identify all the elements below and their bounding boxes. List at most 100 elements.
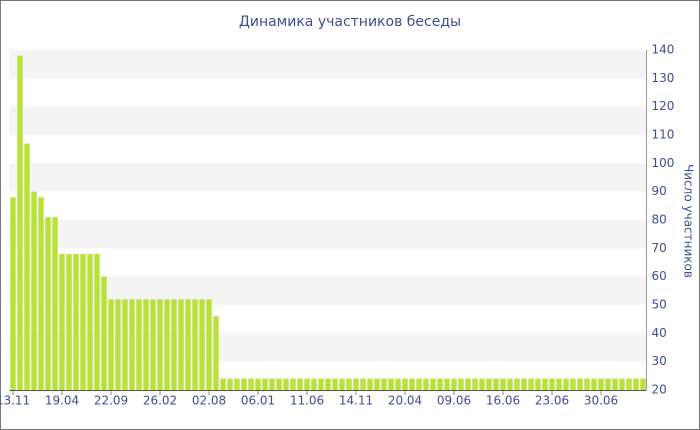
bar [570, 378, 576, 390]
bar [59, 254, 65, 390]
x-tick-label: 23.06 [535, 394, 569, 408]
bar [290, 378, 296, 390]
bar [640, 378, 646, 390]
bar [423, 378, 429, 390]
grid-band [9, 106, 647, 135]
bar [633, 378, 639, 390]
bar [157, 299, 163, 390]
y-tick-label: 100 [652, 156, 675, 170]
bar [241, 378, 247, 390]
x-tick-label: 14.11 [339, 394, 373, 408]
bar [66, 254, 72, 390]
x-tick-label: 22.09 [94, 394, 128, 408]
bar [353, 378, 359, 390]
bar [45, 217, 51, 390]
bar [430, 378, 436, 390]
bar [577, 378, 583, 390]
x-tick-label: 13.11 [0, 394, 30, 408]
bar [318, 378, 324, 390]
bar [94, 254, 100, 390]
y-tick-label: 80 [652, 213, 667, 227]
bar [584, 378, 590, 390]
y-tick-label: 120 [652, 99, 675, 113]
bar [101, 276, 107, 390]
bar [276, 378, 282, 390]
bar [486, 378, 492, 390]
bar [24, 143, 30, 390]
bar [248, 378, 254, 390]
x-tick-label: 20.04 [388, 394, 422, 408]
bar [332, 378, 338, 390]
bar [500, 378, 506, 390]
x-tick-label: 11.06 [290, 394, 324, 408]
chart-title: Динамика участников беседы [239, 14, 461, 30]
bar [360, 378, 366, 390]
bar [374, 378, 380, 390]
bar [339, 378, 345, 390]
x-tick-label: 16.06 [486, 394, 520, 408]
bar [143, 299, 149, 390]
bar [220, 378, 226, 390]
bar [213, 316, 219, 390]
bar [458, 378, 464, 390]
grid-band [9, 50, 647, 79]
y-tick-label: 110 [652, 128, 675, 142]
grid-band [9, 163, 647, 192]
bar [402, 378, 408, 390]
bar [73, 254, 79, 390]
bar [563, 378, 569, 390]
bar [493, 378, 499, 390]
bar [234, 378, 240, 390]
bar [465, 378, 471, 390]
bar [479, 378, 485, 390]
bar [549, 378, 555, 390]
bar [346, 378, 352, 390]
bar [612, 378, 618, 390]
bar [206, 299, 212, 390]
bar [444, 378, 450, 390]
bar [521, 378, 527, 390]
bar [87, 254, 93, 390]
bar [199, 299, 205, 390]
y-tick-label: 60 [652, 269, 667, 283]
bar [311, 378, 317, 390]
bar [542, 378, 548, 390]
y-tick-label: 50 [652, 298, 667, 312]
bar [535, 378, 541, 390]
bar [178, 299, 184, 390]
bar [38, 197, 44, 390]
y-tick-label: 90 [652, 184, 667, 198]
x-tick-label: 09.06 [437, 394, 471, 408]
bar [598, 378, 604, 390]
bar [619, 378, 625, 390]
bar [591, 378, 597, 390]
bar [528, 378, 534, 390]
bar [416, 378, 422, 390]
bar [185, 299, 191, 390]
y-axis-label: Число участников [682, 164, 696, 278]
y-tick-label: 130 [652, 71, 675, 85]
bar [388, 378, 394, 390]
y-tick-label: 30 [652, 354, 667, 368]
bar [255, 378, 261, 390]
bar [514, 378, 520, 390]
bar [262, 378, 268, 390]
bar [437, 378, 443, 390]
bar [283, 378, 289, 390]
y-tick-label: 40 [652, 326, 667, 340]
bar [297, 378, 303, 390]
y-tick-label: 70 [652, 241, 667, 255]
bar [227, 378, 233, 390]
bar [171, 299, 177, 390]
bar [115, 299, 121, 390]
bar [136, 299, 142, 390]
y-tick-label: 140 [652, 43, 675, 57]
bar [626, 378, 632, 390]
bar [472, 378, 478, 390]
bar [52, 217, 58, 390]
bar [10, 197, 16, 390]
bar [108, 299, 114, 390]
y-tick-label: 20 [652, 383, 667, 397]
bar [17, 55, 23, 391]
